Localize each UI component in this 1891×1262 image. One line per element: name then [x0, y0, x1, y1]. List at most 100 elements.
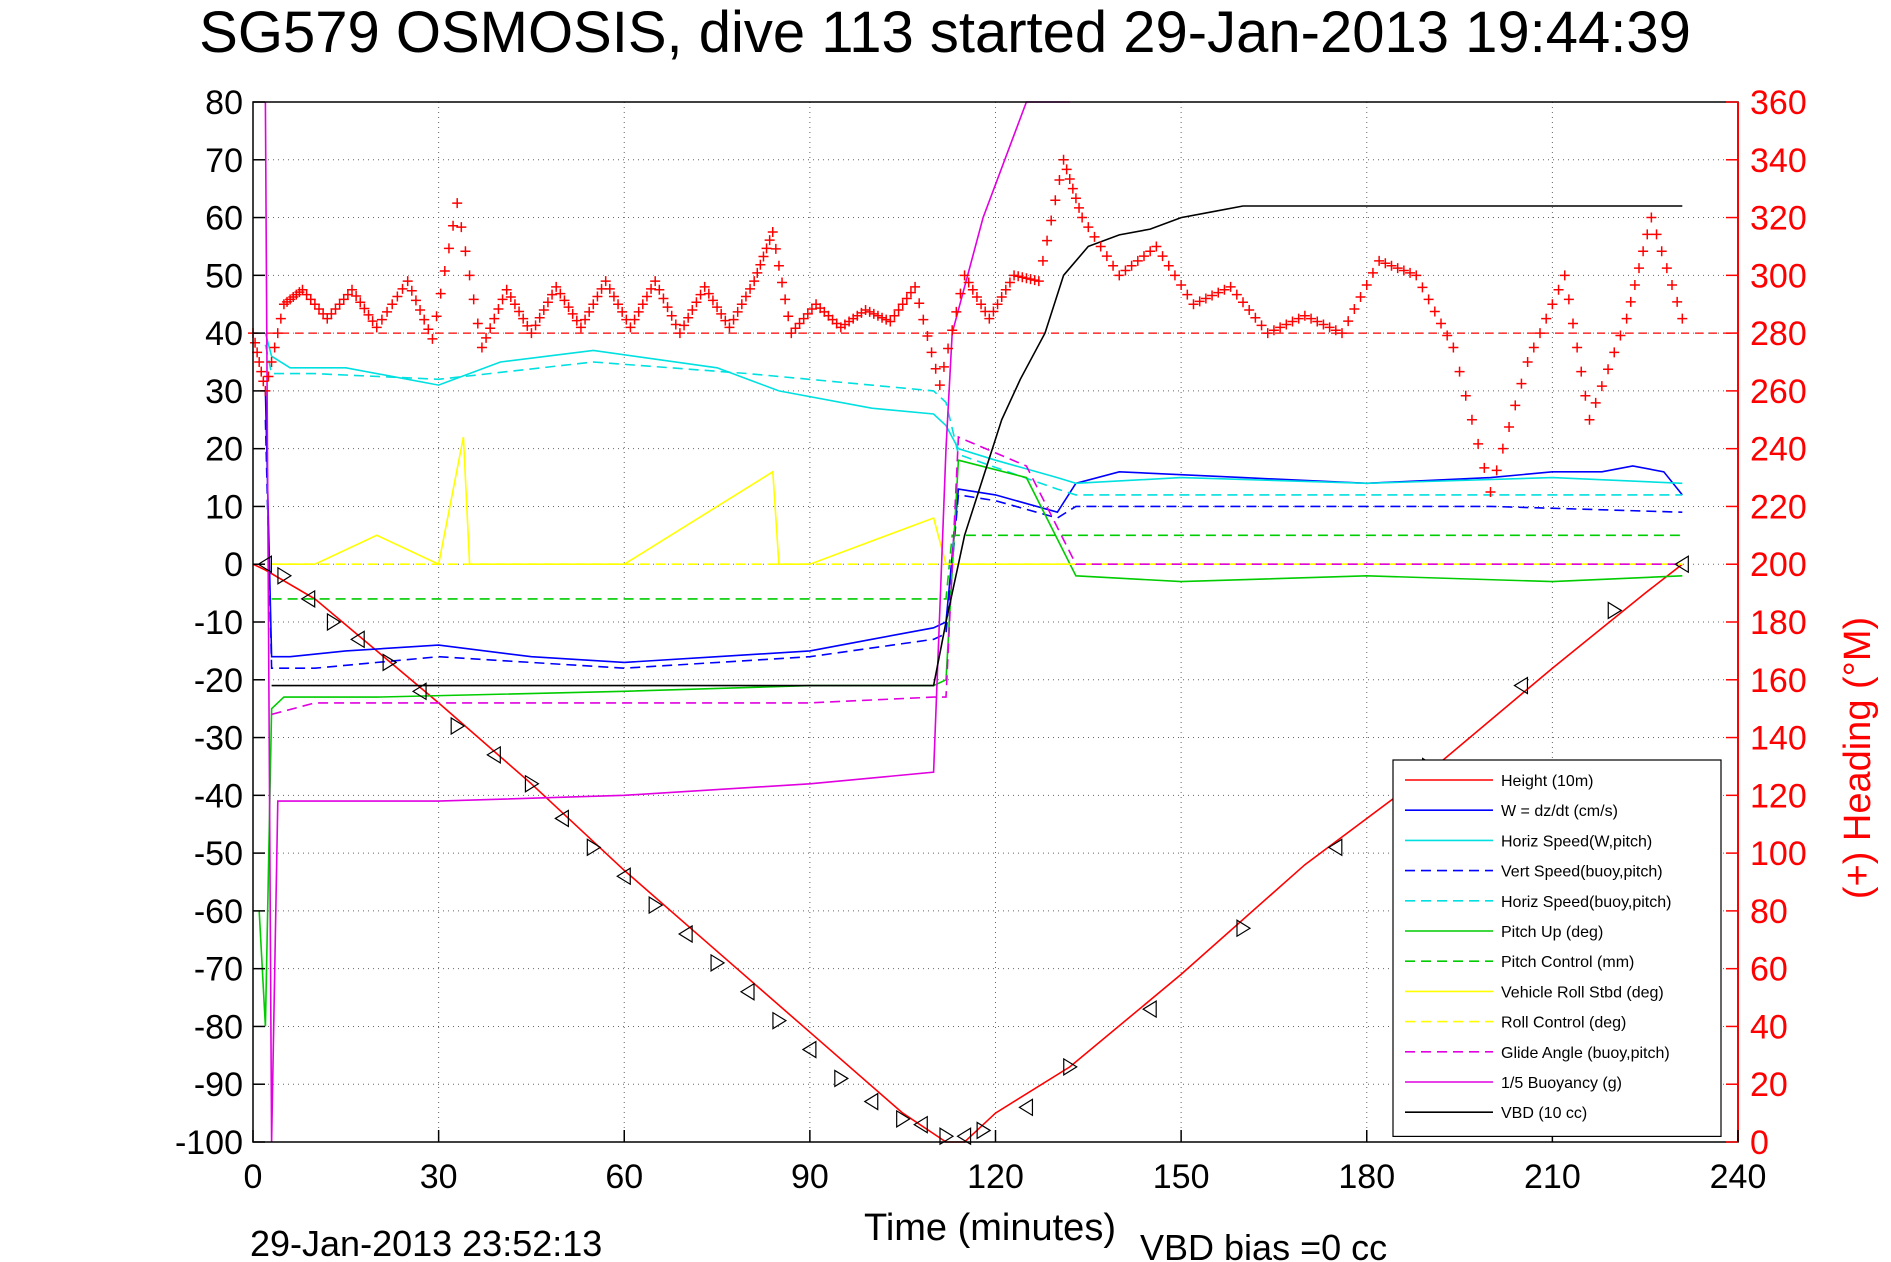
heading-marker — [749, 276, 760, 287]
heading-marker — [468, 294, 479, 305]
heading-marker — [485, 323, 496, 334]
heading-marker — [1287, 316, 1298, 327]
heading-marker — [1163, 260, 1174, 271]
heading-marker — [996, 292, 1007, 302]
heading-marker — [910, 281, 921, 292]
heading-marker — [489, 313, 500, 324]
series-line-7 — [271, 436, 1683, 566]
heading-marker — [509, 299, 520, 310]
heading-marker — [1132, 255, 1143, 266]
heading-marker — [322, 313, 333, 324]
heading-marker — [691, 297, 702, 308]
track-marker — [834, 1069, 849, 1088]
heading-marker — [897, 299, 908, 310]
heading-marker — [501, 284, 512, 295]
heading-marker — [679, 320, 690, 331]
heading-marker — [683, 312, 694, 323]
footer-vbd-bias: VBD bias =0 cc — [1140, 1227, 1387, 1262]
heading-marker — [1349, 304, 1360, 315]
heading-marker — [472, 318, 483, 329]
legend-label: 1/5 Buoyancy (g) — [1501, 1075, 1622, 1092]
heading-marker — [1584, 414, 1595, 425]
track-marker — [1018, 1098, 1034, 1117]
y2-tick-label: 200 — [1750, 546, 1807, 584]
heading-marker — [699, 281, 710, 292]
heading-marker — [1405, 267, 1416, 278]
heading-marker — [406, 285, 417, 296]
heading-marker — [275, 313, 286, 324]
heading-marker — [427, 333, 438, 344]
track-marker — [801, 1040, 817, 1059]
series-line-3 — [264, 419, 1683, 670]
heading-marker — [918, 314, 929, 325]
track-marker — [896, 1109, 911, 1128]
heading-marker — [1411, 270, 1422, 281]
heading-marker — [1054, 175, 1065, 185]
heading-marker — [1454, 366, 1465, 377]
heading-marker — [1250, 312, 1261, 323]
heading-marker — [1596, 381, 1607, 392]
heading-marker — [604, 283, 615, 294]
heading-marker — [654, 284, 665, 295]
y-tick-label: 50 — [205, 257, 243, 295]
heading-marker — [1169, 270, 1180, 281]
heading-marker — [1460, 390, 1471, 401]
legend-label: Pitch Up (deg) — [1501, 924, 1603, 941]
track-marker — [1513, 676, 1529, 695]
heading-marker — [555, 288, 566, 299]
heading-marker — [1194, 296, 1205, 307]
track-marker — [554, 809, 569, 828]
heading-marker — [1200, 293, 1211, 304]
heading-marker — [786, 328, 797, 339]
heading-marker — [914, 298, 925, 309]
heading-marker — [764, 235, 775, 246]
heading-marker — [617, 306, 628, 317]
heading-marker — [1058, 154, 1069, 165]
heading-marker — [992, 299, 1003, 310]
heading-marker — [1541, 313, 1552, 324]
track-marker — [1607, 601, 1623, 620]
heading-marker — [1392, 263, 1403, 274]
heading-marker — [1139, 251, 1149, 262]
heading-marker — [1491, 465, 1502, 476]
heading-marker — [674, 328, 685, 339]
x-tick-label: 210 — [1524, 1158, 1581, 1196]
track-marker — [616, 867, 631, 886]
heading-marker — [1101, 251, 1112, 262]
heading-marker — [1033, 276, 1044, 287]
heading-marker — [435, 288, 446, 299]
heading-marker — [695, 289, 706, 300]
y-tick-label: 80 — [205, 84, 243, 122]
legend-label: W = dz/dt (cm/s) — [1501, 803, 1618, 820]
heading-marker — [351, 291, 362, 302]
heading-marker — [1000, 284, 1011, 295]
heading-marker — [901, 293, 912, 304]
heading-marker — [885, 316, 896, 327]
heading-marker — [1417, 282, 1428, 293]
heading-marker — [1535, 328, 1545, 339]
heading-marker — [305, 294, 316, 305]
heading-marker — [864, 306, 875, 317]
heading-marker — [456, 222, 467, 233]
track-marker — [939, 1127, 955, 1146]
heading-marker — [1646, 212, 1657, 223]
heading-marker — [755, 259, 766, 270]
heading-marker — [1638, 246, 1649, 257]
track-marker — [710, 953, 726, 972]
heading-marker — [967, 284, 978, 295]
heading-marker — [588, 299, 599, 310]
heading-marker — [1634, 263, 1644, 274]
y-tick-label: -100 — [175, 1124, 243, 1162]
heading-marker — [613, 299, 624, 310]
heading-marker — [1361, 279, 1372, 290]
heading-marker — [382, 306, 393, 317]
y-tick-label: -10 — [194, 604, 243, 642]
x-tick-label: 240 — [1710, 1158, 1767, 1196]
heading-marker — [1004, 277, 1015, 288]
heading-marker — [633, 306, 644, 317]
track-marker — [350, 630, 365, 649]
series-line-1 — [264, 390, 1683, 664]
heading-marker — [930, 363, 941, 374]
heading-marker — [371, 322, 382, 333]
